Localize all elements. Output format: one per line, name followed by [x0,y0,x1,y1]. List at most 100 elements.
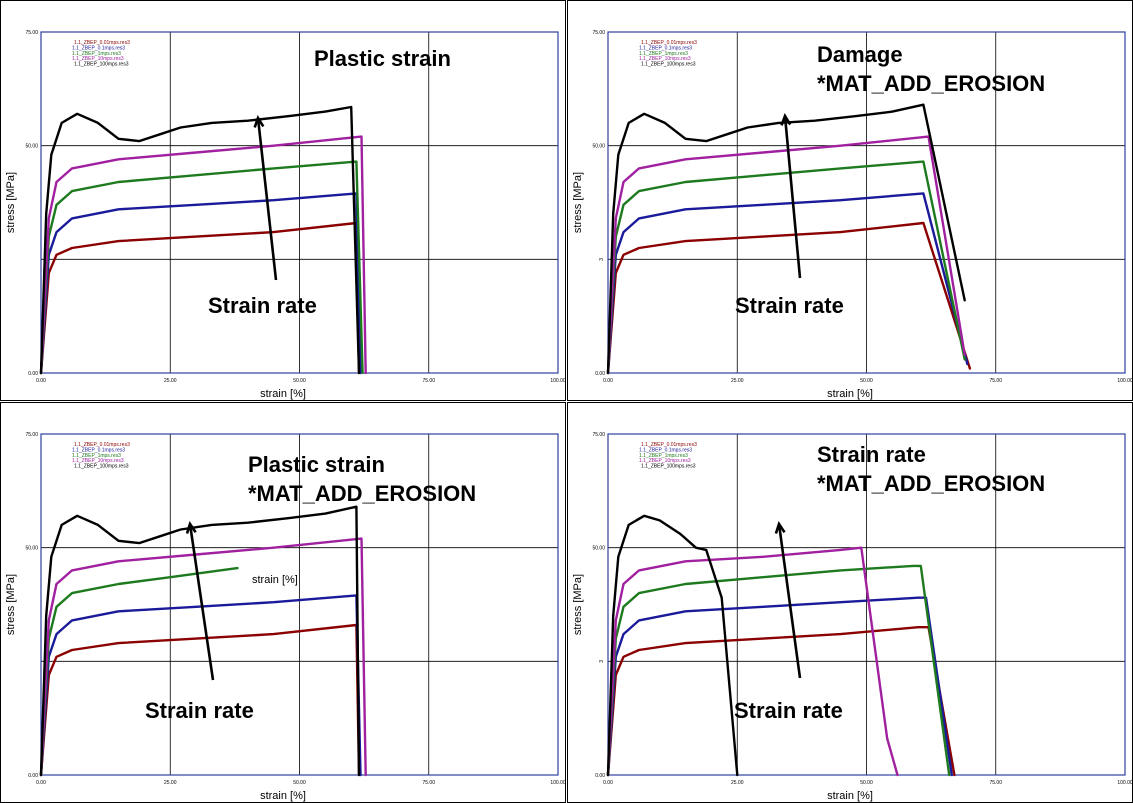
series-line-2 [39,192,362,375]
x-tick-label: 0.00 [36,780,46,786]
chart-svg-3: 0.00 25.00 50.00 75.00 100.00 0.00 50.00 75.00 s… [0,402,566,803]
series-line-3 [606,160,966,375]
legend-entry: 1.1_ZBEP_0.01mps.res3 [74,442,130,448]
chart-panel-2: 0.00 25.00 50.00 75.00 100.00 0.00 3 50.00 75.00… [567,0,1133,401]
y-tick-label: 75.00 [592,30,605,36]
chart-panel-3: 0.00 25.00 50.00 75.00 100.00 0.00 50.00 75.00 s… [0,402,566,803]
legend-entry: 1.1_ZBEP_100mps.res3 [74,464,129,470]
y-tick-label: 0.00 [595,371,605,377]
chart-title: *MAT_ADD_EROSION [817,471,1045,496]
series-line-5 [606,514,739,777]
x-tick-label: 50.00 [860,378,873,384]
legend-entry: 1.1_ZBEP_10mps.res3 [639,56,691,62]
chart-panel-4: 0.00 25.00 50.00 75.00 100.00 0.00 3 50.00 75.00… [567,402,1133,803]
y-tick-label: 0.00 [28,773,38,779]
series-line-2 [606,596,953,777]
strain-rate-label: Strain rate [208,293,317,318]
legend-entry: 1.1_ZBEP_1mps.res3 [72,51,121,57]
series-line-1 [39,221,361,375]
legend-entry: 1.1_ZBEP_100mps.res3 [641,464,696,470]
plot-area [607,433,1126,776]
legend-entry: 1.1_ZBEP_0.01mps.res3 [74,40,130,46]
strain-rate-arrow [783,115,802,279]
x-tick-label: 100.00 [1117,780,1133,786]
series-line-1 [606,221,972,375]
chart-title: Plastic strain [314,46,451,71]
chart-svg-4: 0.00 25.00 50.00 75.00 100.00 0.00 3 50.00 75.00… [567,402,1133,803]
y-axis-label: stress [MPa] [572,574,584,635]
x-tick-label: 25.00 [731,780,744,786]
legend-entry: 1.1_ZBEP_0.01mps.res3 [641,442,697,448]
plot-area [40,31,559,374]
legend-entry: 1.1_ZBEP_10mps.res3 [639,458,691,464]
y-tick-label: 75.00 [25,432,38,438]
y-tick-label: 3 [599,660,605,663]
arrow-head-icon [774,521,786,534]
series-line-5 [39,105,361,375]
arrow-head-icon [780,113,792,126]
series-line-2 [39,594,362,777]
chart-title: Strain rate [817,442,926,467]
series-line-1 [39,623,361,777]
x-tick-label: 25.00 [731,378,744,384]
y-tick-label: 50.00 [25,144,38,150]
strain-rate-arrow [256,117,278,281]
legend-entry: 1.1_ZBEP_1mps.res3 [639,453,688,459]
x-tick-label: 50.00 [293,378,306,384]
legend-entry: 1.1_ZBEP_10mps.res3 [72,56,124,62]
x-tick-label: 0.00 [603,780,613,786]
x-tick-label: 25.00 [164,378,177,384]
x-tick-label: 75.00 [989,378,1002,384]
x-axis-label: strain [%] [827,790,873,802]
series-line-3 [39,160,364,375]
strain-rate-arrow [777,523,802,679]
inline-series-label: strain [%] [252,574,298,586]
y-tick-label: 0.00 [28,371,38,377]
chart-panel-1: 0.00 25.00 50.00 75.00 100.00 0.00 50.00 75.00 s… [0,0,566,401]
strain-rate-label: Strain rate [735,293,844,318]
series-line-5 [606,103,966,375]
legend-entry: 1.1_ZBEP_1mps.res3 [639,51,688,57]
legend-entry: 1.1_ZBEP_1mps.res3 [72,453,121,459]
plot-area [40,433,559,776]
x-tick-label: 75.00 [989,780,1002,786]
y-axis-label: stress [MPa] [5,574,17,635]
legend-entry: 1.1_ZBEP_100mps.res3 [641,62,696,68]
x-tick-label: 25.00 [164,780,177,786]
legend-entry: 1.1_ZBEP_100mps.res3 [74,62,129,68]
x-tick-label: 75.00 [422,378,435,384]
series-line-4 [39,135,367,375]
y-tick-label: 75.00 [592,432,605,438]
legend-entry: 1.1_ZBEP_0.1mps.res3 [639,45,692,51]
y-tick-label: 50.00 [592,144,605,150]
series-line-4 [39,537,367,777]
chart-title: *MAT_ADD_EROSION [817,71,1045,96]
x-tick-label: 75.00 [422,780,435,786]
chart-title: Plastic strain [248,452,385,477]
chart-svg-2: 0.00 25.00 50.00 75.00 100.00 0.00 3 50.00 75.00… [567,0,1133,401]
x-tick-label: 50.00 [293,780,306,786]
series-line-2 [606,192,969,375]
chart-svg-1: 0.00 25.00 50.00 75.00 100.00 0.00 50.00 75.00 s… [0,0,566,401]
y-tick-label: 50.00 [25,546,38,552]
x-tick-label: 100.00 [550,780,566,786]
y-tick-label: 3 [599,258,605,261]
legend-entry: 1.1_ZBEP_0.1mps.res3 [639,447,692,453]
x-axis-label: strain [%] [827,388,873,400]
x-axis-label: strain [%] [260,790,306,802]
x-tick-label: 0.00 [603,378,613,384]
series-line-4 [606,546,899,777]
legend-entry: 1.1_ZBEP_0.1mps.res3 [72,447,125,453]
series-line-5 [39,505,361,777]
chart-title: *MAT_ADD_EROSION [248,481,476,506]
x-tick-label: 100.00 [1117,378,1133,384]
y-tick-label: 75.00 [25,30,38,36]
strain-rate-label: Strain rate [145,698,254,723]
plot-area [607,31,1126,374]
y-axis-label: stress [MPa] [5,172,17,233]
legend-entry: 1.1_ZBEP_0.01mps.res3 [641,40,697,46]
x-axis-label: strain [%] [260,388,306,400]
arrow-head-icon [185,521,197,534]
x-tick-label: 50.00 [860,780,873,786]
